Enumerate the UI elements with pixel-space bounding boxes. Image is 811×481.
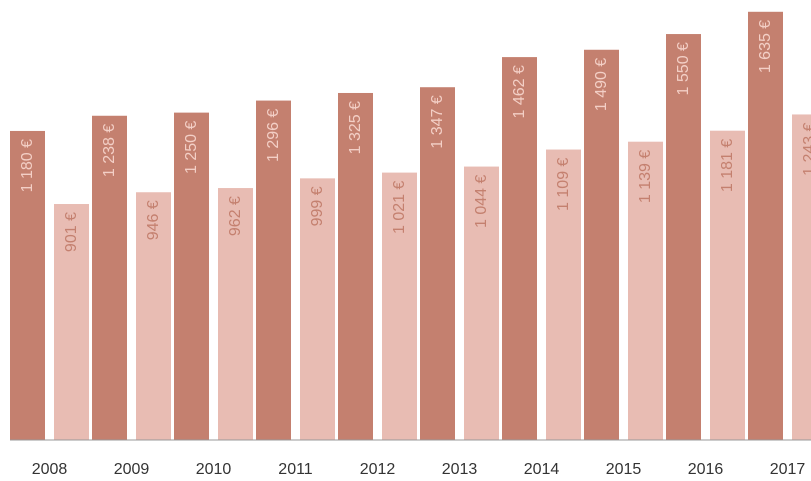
bar <box>92 115 127 440</box>
bar <box>628 141 663 440</box>
bar <box>10 130 45 440</box>
value-label: 1 109 € <box>555 157 572 210</box>
value-label: 1 347 € <box>429 95 446 148</box>
value-label: 1 550 € <box>675 42 692 95</box>
x-tick-label: 2009 <box>114 461 150 478</box>
value-label: 901 € <box>63 212 80 252</box>
x-tick-label: 2016 <box>688 461 724 478</box>
value-label: 1 490 € <box>593 58 610 111</box>
x-tick-label: 2010 <box>196 461 232 478</box>
bar <box>136 192 171 440</box>
value-label: 999 € <box>309 186 326 226</box>
x-tick-label: 2014 <box>524 461 560 478</box>
value-label: 1 180 € <box>19 139 36 192</box>
bar <box>546 149 581 441</box>
bar <box>584 49 619 441</box>
x-tick-label: 2013 <box>442 461 478 478</box>
value-label: 962 € <box>227 196 244 236</box>
bar <box>464 166 499 441</box>
bar <box>338 92 373 440</box>
bar <box>748 11 783 441</box>
value-label: 1 635 € <box>757 20 774 73</box>
value-label: 946 € <box>145 200 162 240</box>
value-label: 1 462 € <box>511 65 528 118</box>
value-label: 1 296 € <box>265 108 282 161</box>
x-tick-label: 2008 <box>32 461 68 478</box>
x-tick-label: 2017 <box>770 461 806 478</box>
x-tick-label: 2015 <box>606 461 642 478</box>
bar <box>502 57 537 440</box>
bar <box>710 130 745 440</box>
bar <box>300 178 335 440</box>
bar <box>174 112 209 440</box>
bar <box>54 204 89 440</box>
value-label: 1 238 € <box>101 124 118 177</box>
value-label: 1 139 € <box>637 150 654 203</box>
value-label: 1 325 € <box>347 101 364 154</box>
x-tick-label: 2011 <box>278 461 313 478</box>
value-label: 1 243 € <box>801 122 811 175</box>
bar <box>792 114 811 440</box>
value-label: 1 250 € <box>183 121 200 174</box>
value-label: 1 044 € <box>473 174 490 227</box>
bar <box>382 172 417 440</box>
value-label: 1 181 € <box>719 139 736 192</box>
bar <box>420 87 455 440</box>
bar <box>218 188 253 440</box>
bar <box>666 34 701 441</box>
bar <box>256 100 291 441</box>
value-label: 1 021 € <box>391 181 408 234</box>
x-tick-label: 2012 <box>360 461 396 478</box>
